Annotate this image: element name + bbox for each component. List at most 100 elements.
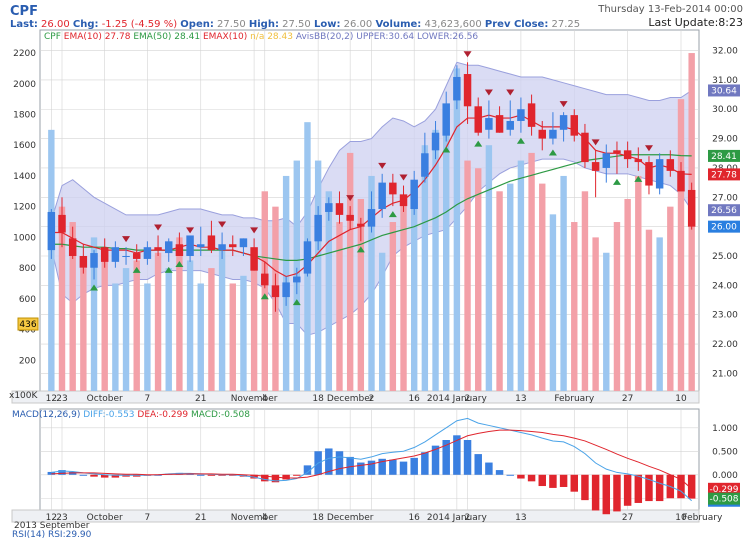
macd-value-badge [708,492,740,505]
legend-ema10: EMA(10) 27.78 [63,32,131,42]
xaxis-tick-label: 10 [675,394,687,404]
price-value-badge [708,84,740,97]
volume-bar [603,252,610,391]
macd-hist-bar [357,462,365,475]
macd-hist-bar [389,459,397,475]
bottom-xaxis-tick-label: 12 [46,513,57,523]
macd-hist-bar [421,452,429,475]
macd-hist-bar [634,474,643,503]
legend-faded: n/a 28.43 [250,32,293,42]
price-tick-label: 25.00 [712,252,738,262]
candle-body [47,211,56,251]
volume-bar [464,160,471,391]
candle-body [559,115,568,130]
macd-tick-label: 0.500 [712,447,738,457]
bottom-xaxis-tick-label: 18 [312,513,324,523]
macd-hist-bar [655,474,664,502]
candle-body [378,182,386,210]
volume-bar [48,129,55,391]
volume-bar [581,191,589,391]
bottom-xaxis-tick-label: 4 [262,513,268,523]
volume-bar [378,252,386,391]
macd-hist-bar [549,474,557,488]
legend-bb: AvisBB(20,2) UPPER:30.64 LOWER:26.56 [295,32,479,42]
candle-body [399,194,408,207]
candle-body [623,150,632,160]
last-label: Last: [10,19,38,30]
macd-tick-label: 1.000 [712,424,738,434]
candle-body [122,255,130,257]
candle-body [346,214,354,221]
macd-hist: MACD:-0.508 [190,410,250,420]
macd-hist-bar [613,474,621,512]
macd-hist-bar [591,474,600,511]
price-tick-label: 21.00 [712,369,738,379]
sell-marker [559,101,568,108]
volume-bar [656,237,663,391]
macd-hist-bar [570,474,579,492]
price-value-badge-label: 26.56 [711,206,737,216]
candle-body [250,247,258,271]
price-value-badge-label: 30.64 [711,86,737,96]
volume-bar [229,283,236,391]
volume-bar [571,222,578,391]
candle-body [570,115,579,136]
sell-marker [644,145,653,152]
legend-ema50: EMA(50) 28.41 [133,32,201,42]
volume-tick-label: 1400 [13,172,36,182]
buy-marker [634,175,643,182]
bottom-xaxis-tick-label: 16 [408,513,420,523]
macd-hist-bar [645,474,653,502]
volume-tick-label: 600 [19,295,36,305]
candle-body [303,241,312,274]
volume-label: Volume: [375,19,422,30]
price-value-badge [708,149,740,162]
bottom-xaxis-tick-label: 10 [675,513,687,523]
candle-body [58,214,66,233]
symbol-title: CPF [10,4,38,19]
macd-hist-bar [517,474,525,479]
sell-marker [378,162,387,169]
price-tick-label: 31.00 [712,76,738,86]
macd-hist-bar [453,435,461,475]
sell-marker [186,227,195,234]
sell-marker [399,174,408,181]
candle-body [197,244,205,248]
candle-body [613,150,621,154]
candle-body [421,153,429,177]
candle-body [549,129,557,139]
price-tick-label: 23.00 [712,311,738,321]
xaxis-band-bottom [11,509,700,523]
candle-body [506,120,514,130]
xaxis-tick-label: 27 [622,394,633,404]
candle-body [634,159,643,163]
xaxis-tick-label: 13 [515,394,526,404]
candle-body [271,285,280,298]
macd-hist-bar [399,461,408,475]
volume-bar [421,145,429,391]
sell-marker [591,139,600,146]
macd-hist-bar [687,474,696,499]
candle-body [485,118,493,130]
candle-body [143,247,152,259]
volume-bar [443,122,450,391]
candle-body [282,282,290,298]
price-legend: CPF EMA(10) 27.78 EMA(50) 28.41 EMAX(10)… [44,32,478,42]
xaxis-tick-label: 16 [408,394,420,404]
macd-value-badge-label: -0.299 [709,485,738,495]
price-tick-label: 27.00 [712,193,738,203]
sell-marker [122,236,131,243]
macd-panel-frame [39,408,700,511]
candle-body [357,223,365,227]
macd-hist-bar [463,440,472,475]
candle-body [453,76,461,101]
xaxis-band-top [11,390,700,404]
volume-bar [133,260,140,391]
chg-value: -1.25 (-4.59 %) [101,19,178,30]
candle-body [602,153,611,168]
macd-hist-bar [410,457,418,475]
volume-bar [154,252,162,391]
volume-bar [368,175,375,391]
volume-value: 43,623,600 [424,19,482,30]
sell-marker [463,51,472,58]
